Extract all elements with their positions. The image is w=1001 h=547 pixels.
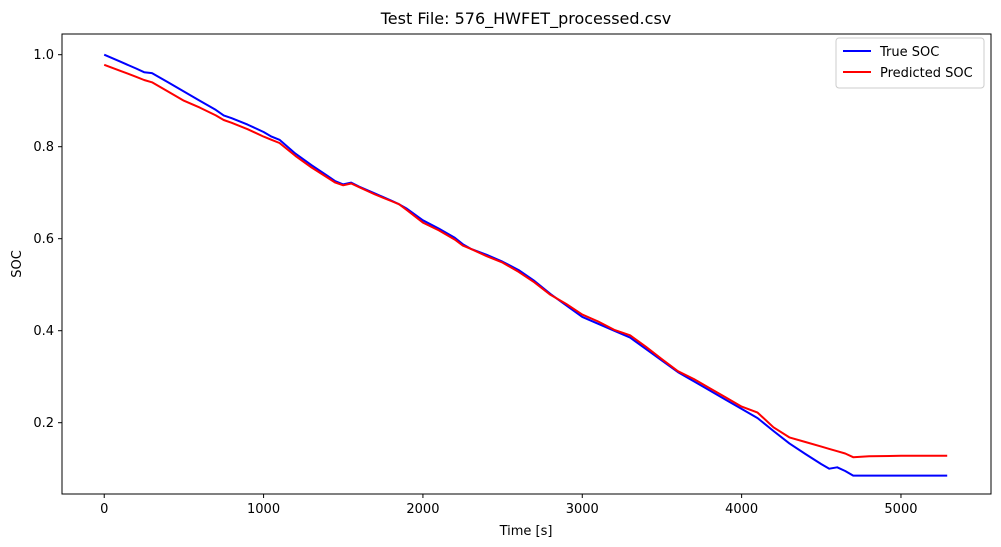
x-tick-label: 4000 bbox=[725, 502, 758, 517]
y-axis-label: SOC bbox=[10, 250, 25, 278]
plot-area bbox=[62, 34, 991, 494]
legend-predicted-soc-label: Predicted SOC bbox=[880, 66, 973, 81]
y-axis-ticks: 0.2 0.4 0.6 0.8 1.0 bbox=[33, 48, 62, 431]
y-tick-label: 0.8 bbox=[33, 140, 54, 155]
chart-title: Test File: 576_HWFET_processed.csv bbox=[380, 9, 672, 29]
y-tick-label: 1.0 bbox=[33, 48, 54, 63]
y-tick-label: 0.2 bbox=[33, 416, 54, 431]
axes-frame bbox=[61, 33, 992, 495]
y-tick-label: 0.4 bbox=[33, 324, 54, 339]
x-tick-label: 5000 bbox=[884, 502, 917, 517]
x-axis-ticks: 0 1000 2000 3000 4000 5000 bbox=[100, 494, 918, 517]
x-tick-label: 2000 bbox=[406, 502, 439, 517]
legend-box bbox=[835, 37, 985, 89]
x-axis-label: Time [s] bbox=[499, 524, 553, 539]
y-tick-label: 0.6 bbox=[33, 232, 54, 247]
legend-true-soc-label: True SOC bbox=[879, 45, 939, 60]
x-tick-label: 3000 bbox=[566, 502, 599, 517]
series-line-predicted-soc bbox=[103, 63, 948, 459]
x-tick-label: 0 bbox=[100, 502, 108, 517]
legend: True SOC Predicted SOC bbox=[835, 37, 985, 89]
x-tick-label: 1000 bbox=[247, 502, 280, 517]
series-lines bbox=[103, 53, 948, 477]
